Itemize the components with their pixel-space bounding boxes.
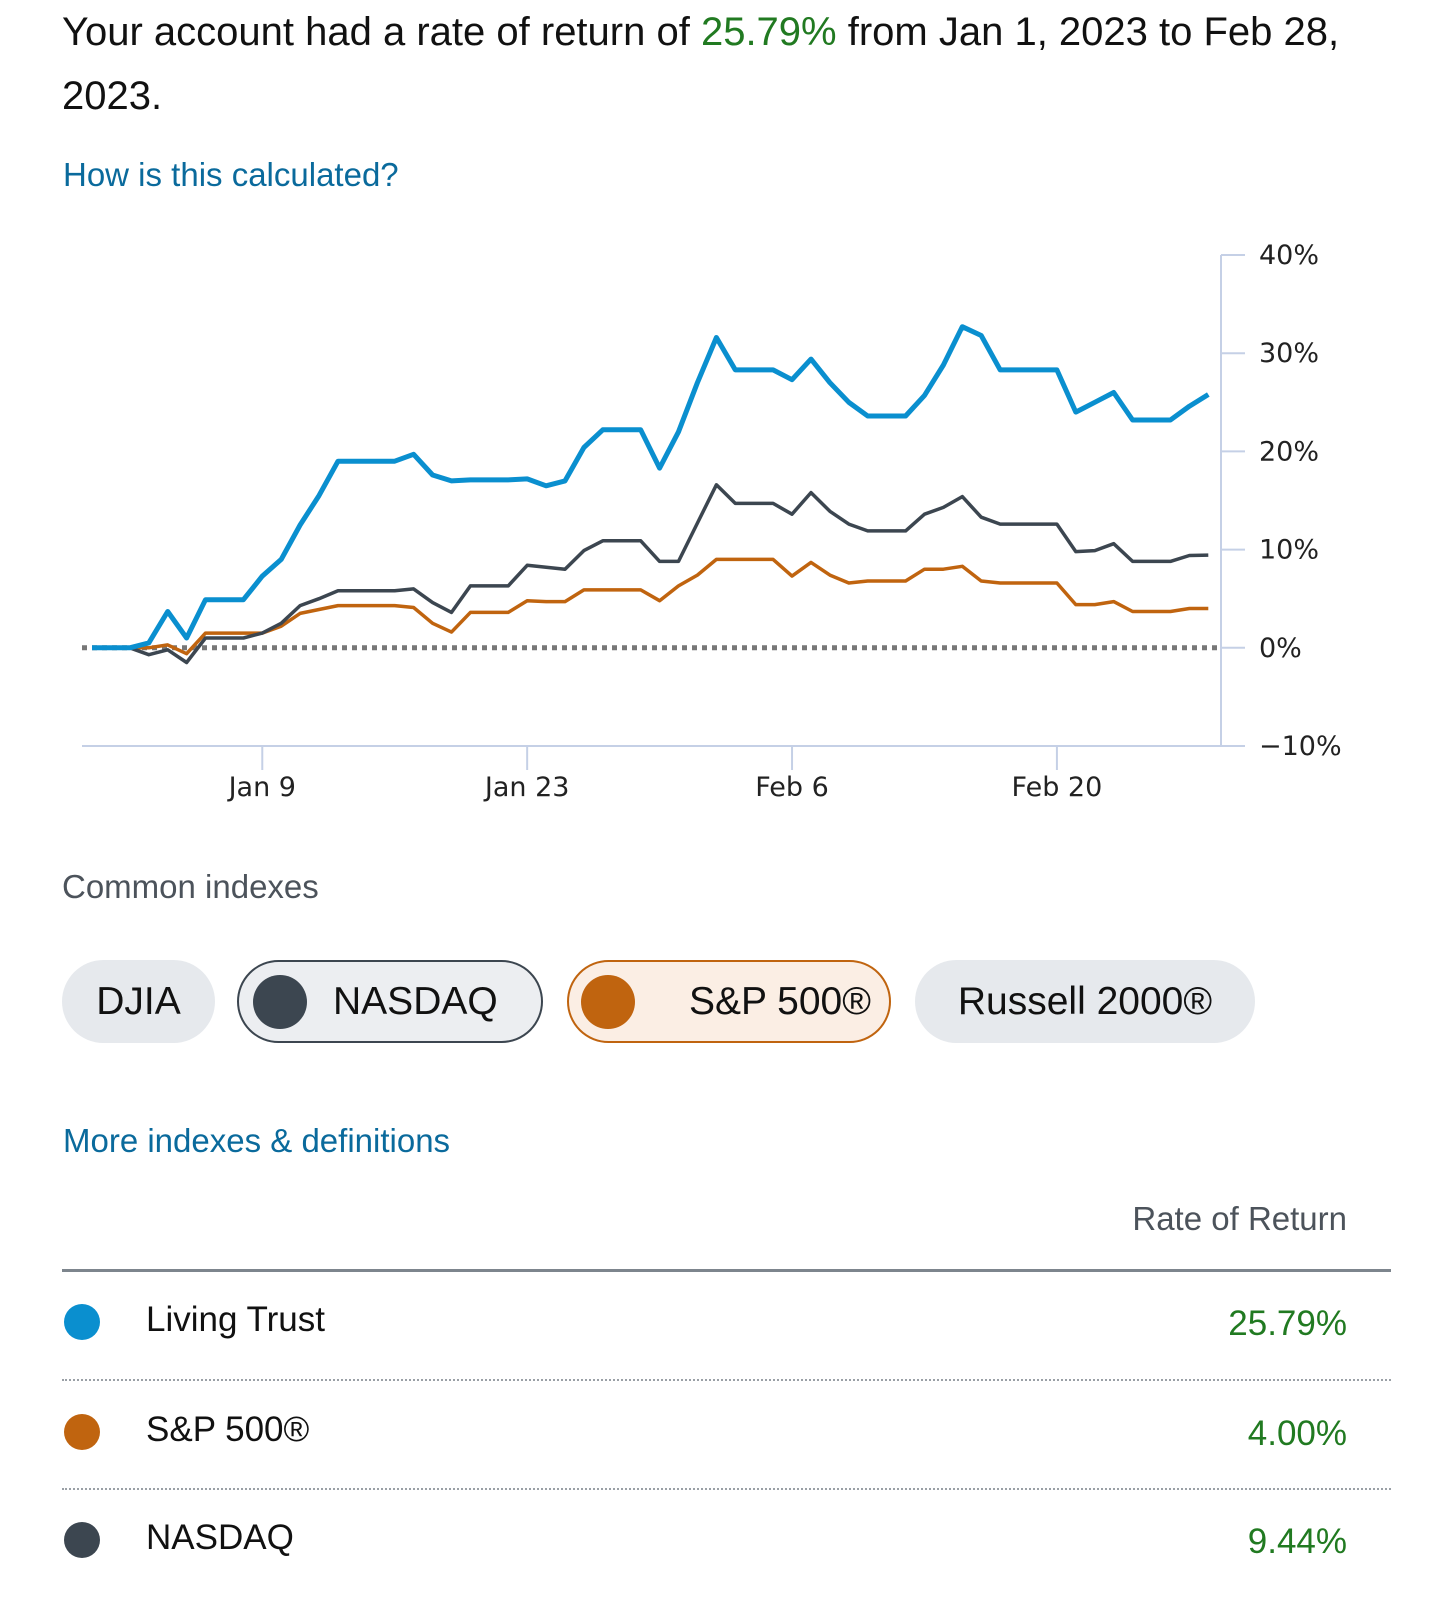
x-tick-label: Feb 6 bbox=[755, 772, 829, 803]
how-calculated-link[interactable]: How is this calculated? bbox=[63, 156, 399, 193]
common-indexes-heading: Common indexes bbox=[62, 868, 319, 905]
row-name: Living Trust bbox=[146, 1300, 325, 1339]
table-row: S&P 500® 4.00% bbox=[62, 1402, 1391, 1462]
living-trust-dot-icon bbox=[64, 1304, 100, 1340]
rate-of-return-header: Rate of Return bbox=[1132, 1200, 1347, 1237]
performance-chart: 40% 30% 20% 10% 0% −10% Jan 9 Jan 23 Feb 6 Feb 20 bbox=[82, 240, 1342, 803]
row-divider bbox=[62, 1488, 1391, 1490]
table-row: Living Trust 25.79% bbox=[62, 1292, 1391, 1352]
index-label: DJIA bbox=[96, 979, 181, 1023]
row-divider bbox=[62, 1379, 1391, 1381]
nasdaq-dot-icon bbox=[64, 1522, 100, 1558]
index-toggle-nasdaq[interactable]: NASDAQ bbox=[237, 960, 543, 1043]
x-tick-label: Jan 23 bbox=[483, 772, 570, 803]
return-summary: Your account had a rate of return of 25.… bbox=[62, 0, 1402, 128]
row-value: 25.79% bbox=[1228, 1304, 1347, 1343]
index-toggle-russell-2000[interactable]: Russell 2000® bbox=[915, 960, 1255, 1043]
y-tick-label: 20% bbox=[1259, 436, 1319, 467]
table-header-divider bbox=[62, 1269, 1391, 1272]
y-tick-label: 40% bbox=[1259, 240, 1319, 271]
summary-prefix: Your account had a rate of return of bbox=[62, 10, 701, 54]
index-toggle-sp500[interactable]: S&P 500® bbox=[567, 960, 891, 1043]
sp500-dot-icon bbox=[64, 1414, 100, 1450]
index-label: S&P 500® bbox=[689, 979, 871, 1023]
index-label: Russell 2000® bbox=[957, 979, 1213, 1023]
table-row: NASDAQ 9.44% bbox=[62, 1510, 1391, 1570]
summary-rate: 25.79% bbox=[700, 10, 837, 54]
series-line-nasdaq bbox=[92, 483, 1209, 665]
y-tick-label: −10% bbox=[1259, 731, 1342, 762]
more-indexes-link[interactable]: More indexes & definitions bbox=[63, 1122, 451, 1159]
x-tick-label: Jan 9 bbox=[227, 772, 296, 803]
sp500-color-dot-icon bbox=[581, 974, 635, 1029]
row-name: NASDAQ bbox=[146, 1518, 294, 1557]
row-value: 4.00% bbox=[1247, 1414, 1347, 1453]
index-toggle-djia[interactable]: DJIA bbox=[62, 960, 215, 1043]
index-label: NASDAQ bbox=[333, 979, 498, 1023]
summary-suffix: from Jan 1, 2023 to Feb 28, 2023. bbox=[62, 10, 1340, 118]
row-name: S&P 500® bbox=[146, 1410, 310, 1449]
y-tick-label: 30% bbox=[1259, 338, 1319, 369]
nasdaq-color-dot-icon bbox=[253, 974, 307, 1029]
y-tick-label: 0% bbox=[1259, 633, 1302, 664]
row-value: 9.44% bbox=[1247, 1522, 1347, 1561]
series-line-s-p-500 bbox=[92, 557, 1209, 656]
x-tick-label: Feb 20 bbox=[1012, 772, 1103, 803]
y-tick-label: 10% bbox=[1259, 535, 1319, 566]
series-line-living-trust bbox=[92, 324, 1210, 651]
